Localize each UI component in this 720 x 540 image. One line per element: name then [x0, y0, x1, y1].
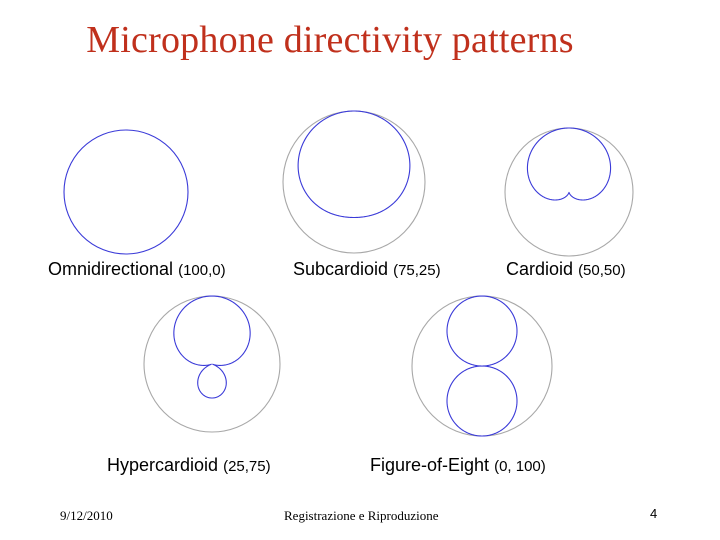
reference-circle [282, 110, 426, 254]
page-number: 4 [650, 506, 658, 521]
pattern-cardioid [504, 127, 634, 257]
reference-circle [143, 295, 281, 433]
reference-circle [63, 129, 189, 255]
directivity-curve [173, 295, 251, 399]
label-cardioid-name: Cardioid [506, 259, 574, 279]
label-subcardioid: Subcardioid (75,25) [293, 259, 441, 280]
footer-title: Registrazione e Riproduzione [284, 508, 439, 523]
label-figure-of-eight: Figure-of-Eight (0, 100) [370, 455, 546, 476]
page-title: Microphone directivity patterns [86, 19, 574, 61]
label-omnidirectional-value: (100,0) [178, 262, 226, 279]
label-hypercardioid-value: (25,75) [223, 458, 271, 475]
pattern-figure-of-eight [411, 295, 553, 437]
directivity-curve [526, 127, 612, 201]
pattern-omnidirectional [63, 129, 189, 255]
label-cardioid: Cardioid (50,50) [506, 259, 626, 280]
label-omnidirectional-name: Omnidirectional [48, 259, 174, 279]
pattern-hypercardioid [143, 295, 281, 433]
label-hypercardioid-name: Hypercardioid [107, 455, 219, 475]
pattern-subcardioid [282, 110, 426, 254]
label-figure-of-eight-name: Figure-of-Eight [370, 455, 490, 475]
label-hypercardioid: Hypercardioid (25,75) [107, 455, 271, 476]
footer-date: 9/12/2010 [60, 508, 113, 523]
directivity-curve [446, 295, 518, 437]
label-figure-of-eight-value: (0, 100) [494, 458, 546, 475]
label-subcardioid-value: (75,25) [393, 262, 441, 279]
label-subcardioid-name: Subcardioid [293, 259, 389, 279]
label-cardioid-value: (50,50) [578, 262, 626, 279]
label-omnidirectional: Omnidirectional (100,0) [48, 259, 226, 280]
directivity-curve [297, 110, 411, 219]
